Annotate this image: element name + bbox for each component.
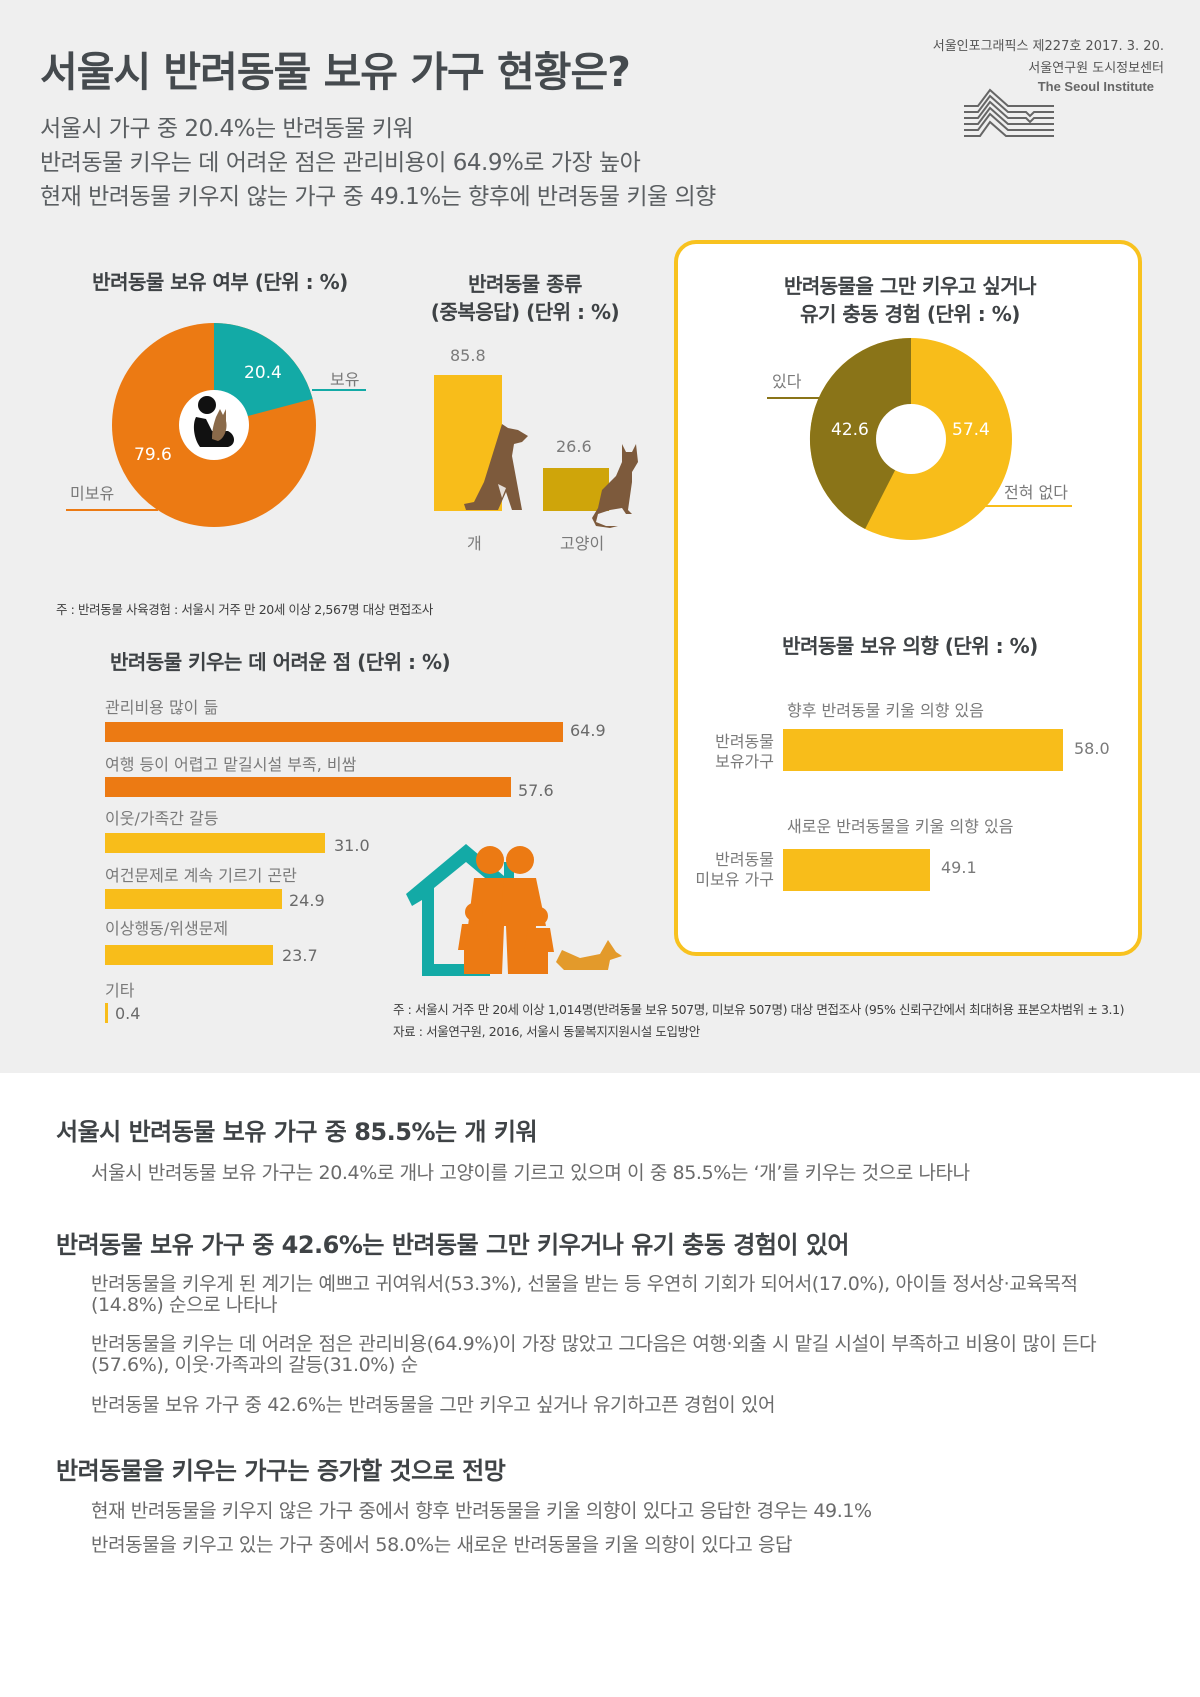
no-leader-line	[985, 505, 1072, 507]
difficulty-label: 여행 등이 어렵고 맡길시설 부족, 비쌈	[105, 755, 357, 774]
subtitle-line: 반려동물 키우는 데 어려운 점은 관리비용이 64.9%로 가장 높아	[40, 150, 641, 176]
difficulty-bar	[105, 722, 563, 742]
cat-value: 26.6	[556, 437, 592, 456]
own-label: 보유	[330, 370, 360, 389]
intention-bar	[783, 729, 1063, 771]
difficulty-value: 57.6	[518, 781, 554, 800]
section-paragraph: 반려동물을 키우는 데 어려운 점은 관리비용(64.9%)이 가장 많았고 그…	[91, 1333, 1097, 1376]
difficulty-bar	[105, 945, 273, 965]
difficulty-label: 기타	[105, 981, 135, 1000]
difficulty-value: 0.4	[115, 1004, 141, 1023]
family-house-dog-illustration	[404, 842, 624, 980]
pet-type-chart-title: 반려동물 종류 (중복응답) (단위 : %)	[430, 272, 620, 324]
intention-value: 49.1	[941, 858, 977, 877]
difficulty-label: 이웃/가족간 갈등	[105, 809, 219, 828]
intention-group-label: 반려동물 보유가구	[715, 732, 774, 771]
difficulty-label: 관리비용 많이 듦	[105, 698, 219, 717]
difficulty-label: 이상행동/위생문제	[105, 919, 229, 938]
ownership-chart-title: 반려동물 보유 여부 (단위 : %)	[92, 270, 348, 294]
pie-slice-own	[214, 323, 313, 425]
section-heading: 서울시 반려동물 보유 가구 중 85.5%는 개 키워	[56, 1118, 538, 1146]
subtitle: 서울시 가구 중 20.4%는 반려동물 키워 반려동물 키우는 데 어려운 점…	[40, 112, 716, 214]
intention-chart-title: 반려동물 보유 의향 (단위 : %)	[782, 634, 1038, 658]
subtitle-line: 현재 반려동물 키우지 않는 가구 중 49.1%는 향후에 반려동물 키울 의…	[40, 184, 716, 210]
difficulty-label: 여건문제로 계속 기르기 곤란	[105, 866, 297, 885]
difficulty-bar	[105, 777, 511, 797]
abandon-no-value: 57.4	[952, 420, 990, 440]
seoul-institute-logo-icon	[964, 86, 1054, 142]
abandon-donut-chart	[809, 337, 1013, 545]
org-name-ko: 서울연구원 도시정보센터	[1028, 61, 1164, 76]
intention-group-label: 반려동물 미보유 가구	[695, 850, 774, 889]
intention-caption: 향후 반려동물 키울 의향 있음	[787, 701, 984, 720]
dog-value: 85.8	[450, 346, 486, 365]
subtitle-line: 서울시 가구 중 20.4%는 반려동물 키워	[40, 116, 414, 142]
not-own-leader-line	[66, 509, 158, 511]
house-icon	[406, 844, 526, 976]
cat-bar	[543, 468, 609, 511]
abandon-yes-label: 있다	[772, 372, 802, 391]
section-paragraph: 반려동물 보유 가구 중 42.6%는 반려동물을 그만 키우고 싶거나 유기하…	[91, 1394, 776, 1416]
cat-label: 고양이	[560, 534, 605, 553]
difficulty-bar	[105, 833, 325, 853]
not-own-value: 79.6	[134, 445, 172, 465]
person-holding-cat-icon	[190, 395, 240, 459]
survey-note: 주 : 서울시 거주 만 20세 이상 1,014명(반려동물 보유 507명,…	[393, 1002, 1125, 1017]
difficulty-value: 31.0	[334, 836, 370, 855]
source-note: 자료 : 서울연구원, 2016, 서울시 동물복지지원시설 도입방안	[393, 1024, 700, 1039]
difficulty-bar	[105, 889, 282, 909]
difficulty-bar	[105, 1003, 108, 1023]
difficulty-value: 24.9	[289, 891, 325, 910]
intention-bar	[783, 849, 930, 891]
section-paragraph: 반려동물을 키우게 된 계기는 예쁘고 귀여워서(53.3%), 선물을 받는 …	[91, 1273, 1078, 1316]
cat-silhouette-icon	[592, 442, 640, 532]
lying-dog-icon	[556, 940, 622, 970]
publication-info: 서울인포그래픽스 제227호 2017. 3. 20. 서울연구원 도시정보센터…	[933, 36, 1164, 94]
abandon-no-label: 전혀 없다	[1004, 483, 1068, 502]
page-title: 서울시 반려동물 보유 가구 현황은?	[40, 48, 631, 96]
ownership-note: 주 : 반려동물 사육경험 : 서울시 거주 만 20세 이상 2,567명 대…	[56, 602, 433, 617]
section-paragraph: 반려동물을 키우고 있는 가구 중에서 58.0%는 새로운 반려동물을 키울 …	[91, 1534, 793, 1556]
abandon-chart-title: 반려동물을 그만 키우고 싶거나 유기 충동 경험 (단위 : %)	[783, 274, 1037, 326]
intention-caption: 새로운 반려동물을 키울 의향 있음	[787, 817, 1014, 836]
section-heading: 반려동물 보유 가구 중 42.6%는 반려동물 그만 키우거나 유기 충동 경…	[56, 1231, 850, 1259]
dog-label: 개	[467, 534, 482, 553]
intention-value: 58.0	[1074, 739, 1110, 758]
section-paragraph: 현재 반려동물을 키우지 않은 가구 중에서 향후 반려동물을 키울 의향이 있…	[91, 1500, 872, 1522]
dog-silhouette-icon	[462, 422, 530, 518]
difficulty-chart-title: 반려동물 키우는 데 어려운 점 (단위 : %)	[110, 650, 451, 674]
org-name-en: The Seoul Institute	[1037, 79, 1154, 94]
section-paragraph: 서울시 반려동물 보유 가구는 20.4%로 개나 고양이를 기르고 있으며 이…	[91, 1162, 970, 1184]
own-value: 20.4	[244, 363, 282, 383]
section-heading: 반려동물을 키우는 가구는 증가할 것으로 전망	[56, 1457, 506, 1485]
issue-number: 서울인포그래픽스 제227호 2017. 3. 20.	[932, 39, 1164, 54]
difficulty-value: 23.7	[282, 946, 318, 965]
donut-slice-yes	[809, 338, 911, 529]
difficulty-value: 64.9	[570, 721, 606, 740]
yes-leader-line	[767, 397, 819, 399]
family-icon	[458, 846, 554, 974]
abandon-yes-value: 42.6	[831, 420, 869, 440]
not-own-label: 미보유	[70, 484, 115, 503]
own-leader-line	[312, 389, 366, 391]
